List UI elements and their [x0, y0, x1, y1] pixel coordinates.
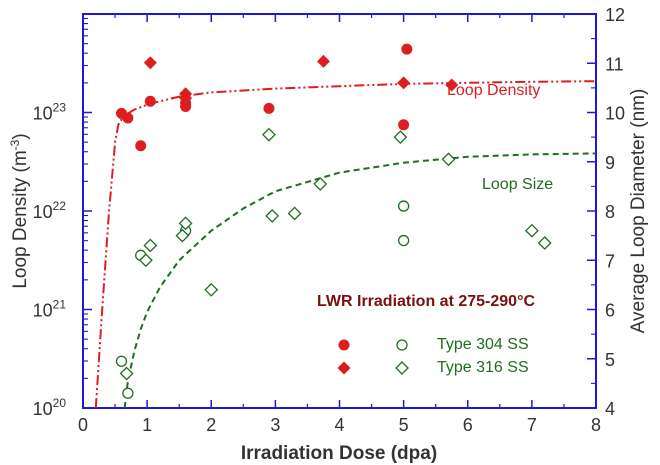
y-label-left-main: Loop Density (m: [10, 150, 31, 288]
y-left-tick-label: 1023: [33, 101, 67, 124]
x-tick-label: 3: [270, 415, 280, 435]
x-tick-label: 8: [591, 415, 601, 435]
y-axis-label-left: Loop Density (m-3): [8, 133, 31, 288]
data-point-filled-circle: [135, 140, 147, 152]
data-point-open-diamond: [204, 282, 219, 297]
data-point-open-diamond: [393, 130, 408, 145]
tick-exponent: 22: [53, 199, 67, 213]
y-right-tick-label: 7: [605, 251, 615, 271]
legend-label-304: Type 304 SS: [437, 336, 529, 353]
y-right-tick-label: 5: [605, 350, 615, 370]
data-point-filled-circle: [122, 112, 134, 124]
annotation-loop-density: Loop Density: [447, 82, 540, 99]
data-point-open-diamond: [441, 152, 456, 167]
tick-exponent: 20: [53, 396, 67, 410]
x-tick-label: 0: [78, 415, 88, 435]
data-point-open-diamond: [262, 127, 276, 142]
data-point-open-circle: [397, 234, 410, 247]
tick-base: 10: [33, 301, 53, 321]
y-label-left-exp: -3: [8, 139, 22, 150]
annotation-loop-size: Loop Size: [482, 176, 553, 193]
data-point-open-diamond: [178, 216, 193, 231]
x-tick-label: 7: [527, 415, 537, 435]
data-point-open-circle: [115, 355, 128, 367]
legend-marker-size: [396, 339, 408, 351]
data-point-filled-diamond: [445, 78, 459, 92]
tick-exponent: 23: [53, 101, 67, 115]
data-point-open-diamond: [313, 176, 328, 191]
y-right-tick-label: 8: [605, 202, 615, 222]
x-axis-label: Irradiation Dose (dpa): [241, 443, 437, 464]
y-left-tick-label: 1022: [33, 199, 67, 222]
legend-label-316: Type 316 SS: [437, 359, 529, 376]
data-point-open-diamond: [119, 366, 134, 381]
x-tick-label: 5: [399, 415, 409, 435]
tick-base: 10: [33, 202, 53, 222]
legend-marker-density: [338, 339, 350, 351]
data-point-open-diamond: [287, 206, 302, 221]
legend: Type 304 SS Type 316 SS: [337, 336, 529, 376]
y-left-tick-label: 1020: [33, 396, 67, 419]
data-point-filled-circle: [263, 102, 275, 114]
data-point-open-circle: [397, 200, 410, 212]
data-point-open-diamond: [143, 238, 158, 253]
data-point-open-diamond: [265, 209, 280, 223]
y-label-left-close: ): [10, 133, 31, 139]
y-left-tick-label: 1021: [33, 298, 67, 321]
x-tick-label: 4: [334, 415, 344, 435]
tick-base: 10: [33, 104, 53, 124]
x-tick-label: 6: [463, 415, 473, 435]
data-point-filled-diamond: [143, 56, 157, 70]
y-right-tick-label: 10: [605, 104, 625, 124]
data-point-filled-circle: [398, 119, 410, 131]
y-right-tick-label: 4: [605, 399, 615, 419]
y-axis-label-right: Average Loop Diameter (nm): [628, 89, 649, 334]
data-point-filled-circle: [401, 43, 413, 55]
y-right-tick-label: 12: [605, 5, 625, 25]
data-point-open-diamond: [537, 236, 552, 250]
tick-base: 10: [33, 399, 53, 419]
data-point-open-diamond: [138, 253, 153, 268]
data-point-filled-diamond: [179, 91, 193, 105]
data-point-filled-diamond: [316, 54, 330, 68]
legend-marker-density: [337, 361, 351, 375]
annotation-condition: LWR Irradiation at 275-290°C: [317, 293, 535, 310]
data-point-open-diamond: [524, 223, 539, 238]
data-point-filled-circle: [144, 95, 156, 107]
tick-exponent: 21: [53, 298, 67, 312]
y-right-tick-label: 11: [605, 54, 624, 74]
x-tick-label: 1: [142, 415, 152, 435]
data-point-filled-diamond: [397, 76, 411, 90]
data-points: [115, 43, 552, 399]
legend-marker-size: [395, 361, 409, 375]
y-right-tick-label: 9: [605, 153, 615, 173]
data-point-open-circle: [122, 387, 134, 399]
y-right-tick-label: 6: [605, 301, 615, 321]
x-tick-label: 2: [206, 415, 216, 435]
data-point-open-diamond: [175, 228, 190, 243]
